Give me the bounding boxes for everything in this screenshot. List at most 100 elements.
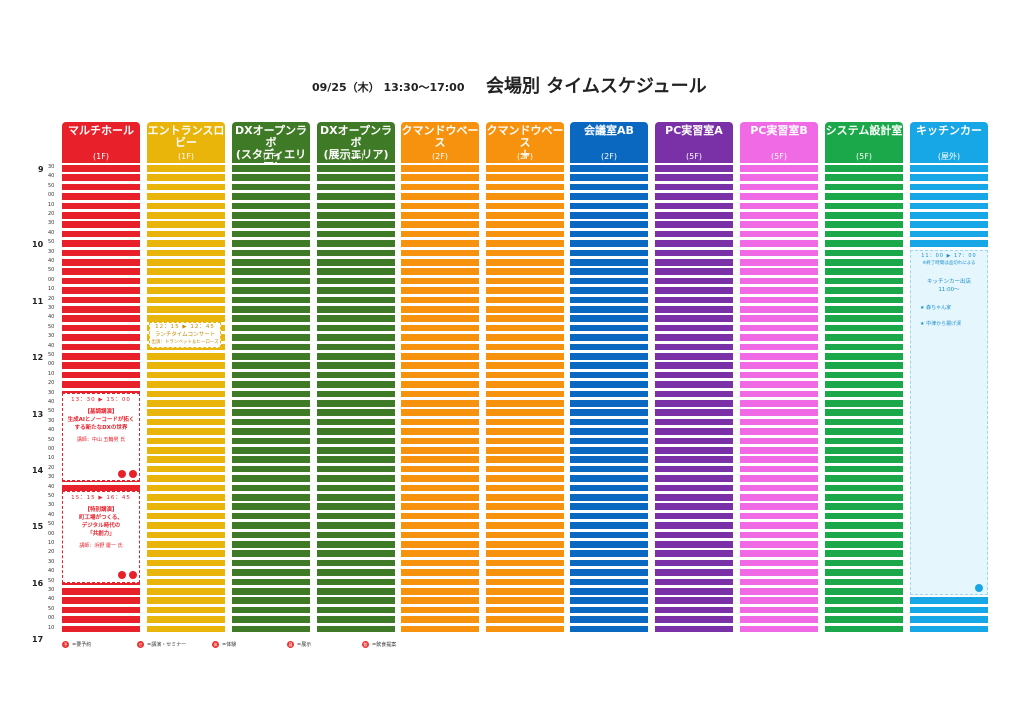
venue-floor: (2F) [432, 152, 448, 161]
time-slot [486, 447, 564, 454]
time-slot [486, 277, 564, 285]
minute-label: 10 [48, 286, 55, 293]
time-slot [486, 465, 564, 473]
minute-label: 50 [48, 605, 55, 612]
hour-label: 14 [32, 466, 44, 475]
time-slot [486, 625, 564, 633]
kitchen-car-block[interactable] [910, 250, 988, 595]
time-slot [147, 484, 225, 492]
time-slot [570, 306, 648, 313]
time-slot [62, 597, 140, 604]
time-slot [740, 503, 818, 510]
time-slot [910, 202, 988, 210]
time-slot [655, 306, 733, 313]
time-slot [232, 616, 310, 623]
time-slot [570, 193, 648, 200]
time-slot [317, 315, 395, 322]
lunch-concert-event[interactable]: 12：15 ▶ 12：45 ランチタイムコンサート 出演：ドランペット＆ヒーローズ [149, 322, 221, 348]
minute-label: 20 [48, 380, 55, 387]
minute-label: 30 [48, 220, 55, 227]
time-slot [62, 268, 140, 275]
time-slot [147, 287, 225, 294]
venue-header: エントランスロビー (1F) [147, 122, 225, 163]
time-slot [232, 625, 310, 633]
time-slot [147, 409, 225, 416]
minute-label: 40 [48, 229, 55, 236]
title-row: 09/25（木） 13:30～17:00 会場別 タイムスケジュール [0, 70, 1024, 100]
time-slot [317, 259, 395, 266]
legend-item-food: 飲 =飲食提案 [362, 641, 396, 648]
time-slot [486, 616, 564, 623]
time-slot [655, 597, 733, 604]
time-slot [740, 343, 818, 351]
time-slot [232, 390, 310, 398]
time-slot [740, 390, 818, 398]
time-slot [147, 606, 225, 614]
time-slot [62, 183, 140, 191]
time-slot [401, 484, 479, 492]
keynote-event[interactable]: 13：30 ▶ 15：00 【基調講演】 生成AIとノーコードが拓く する新たなD… [62, 393, 140, 481]
food-vendor: ★ 森ちゃん家 [920, 305, 952, 311]
time-slot [147, 371, 225, 379]
time-slot [232, 324, 310, 332]
time-slot [486, 409, 564, 416]
time-slot [655, 512, 733, 520]
minute-label: 20 [48, 211, 55, 217]
kitchen-car-info: 11：00 ▶ 17：00 ※終了時間は品切れによる キッチンカー出店 11:00～… [912, 252, 986, 328]
time-slot [740, 559, 818, 567]
time-slot [317, 409, 395, 416]
time-slot [317, 503, 395, 510]
time-slot [740, 484, 818, 492]
seminar-icon [118, 571, 126, 579]
time-slot [570, 212, 648, 219]
time-slot [570, 494, 648, 501]
time-slot [401, 541, 479, 548]
time-slot [570, 578, 648, 586]
time-slot [232, 559, 310, 567]
time-slot [655, 550, 733, 557]
time-slot [740, 606, 818, 614]
minute-label: 40 [48, 511, 55, 518]
time-slot [825, 324, 903, 332]
time-slot [825, 202, 903, 210]
time-slot [232, 522, 310, 529]
time-slot [570, 447, 648, 454]
special-lecture-event[interactable]: 15：15 ▶ 16：45 【特別講演】 町工場がつくる、 デジタル時代の 「共創… [62, 491, 140, 583]
time-slot [401, 381, 479, 388]
seminar-icon [118, 470, 126, 478]
time-slot [740, 418, 818, 426]
venue-column: 会議室AB (2F) [570, 122, 648, 634]
time-slot [317, 437, 395, 445]
time-slot [910, 221, 988, 228]
experience-icon: 体 [212, 641, 219, 648]
time-slot [232, 277, 310, 285]
time-slot [317, 371, 395, 379]
time-slot [655, 541, 733, 548]
time-slot [655, 277, 733, 285]
time-slot [401, 437, 479, 445]
time-slot [486, 381, 564, 388]
time-slot [147, 240, 225, 247]
hour-label: 15 [32, 522, 44, 532]
time-slot [570, 268, 648, 275]
time-slot [825, 484, 903, 492]
legend-label: =講演・セミナー [147, 642, 187, 648]
time-slot [317, 616, 395, 623]
time-slot [486, 296, 564, 304]
time-slot [147, 428, 225, 435]
minute-label: 30 [48, 502, 55, 509]
time-slot [401, 268, 479, 275]
time-slot [486, 456, 564, 463]
time-slot [232, 418, 310, 426]
time-slot [401, 503, 479, 510]
time-slot [62, 371, 140, 379]
time-slot [655, 315, 733, 322]
venue-floor: (1F) [93, 152, 109, 161]
time-slot [401, 418, 479, 426]
time-slot [401, 512, 479, 520]
time-slot [486, 541, 564, 548]
time-slot [232, 259, 310, 266]
time-slot [401, 371, 479, 379]
time-slot [570, 597, 648, 604]
time-slot [317, 428, 395, 435]
